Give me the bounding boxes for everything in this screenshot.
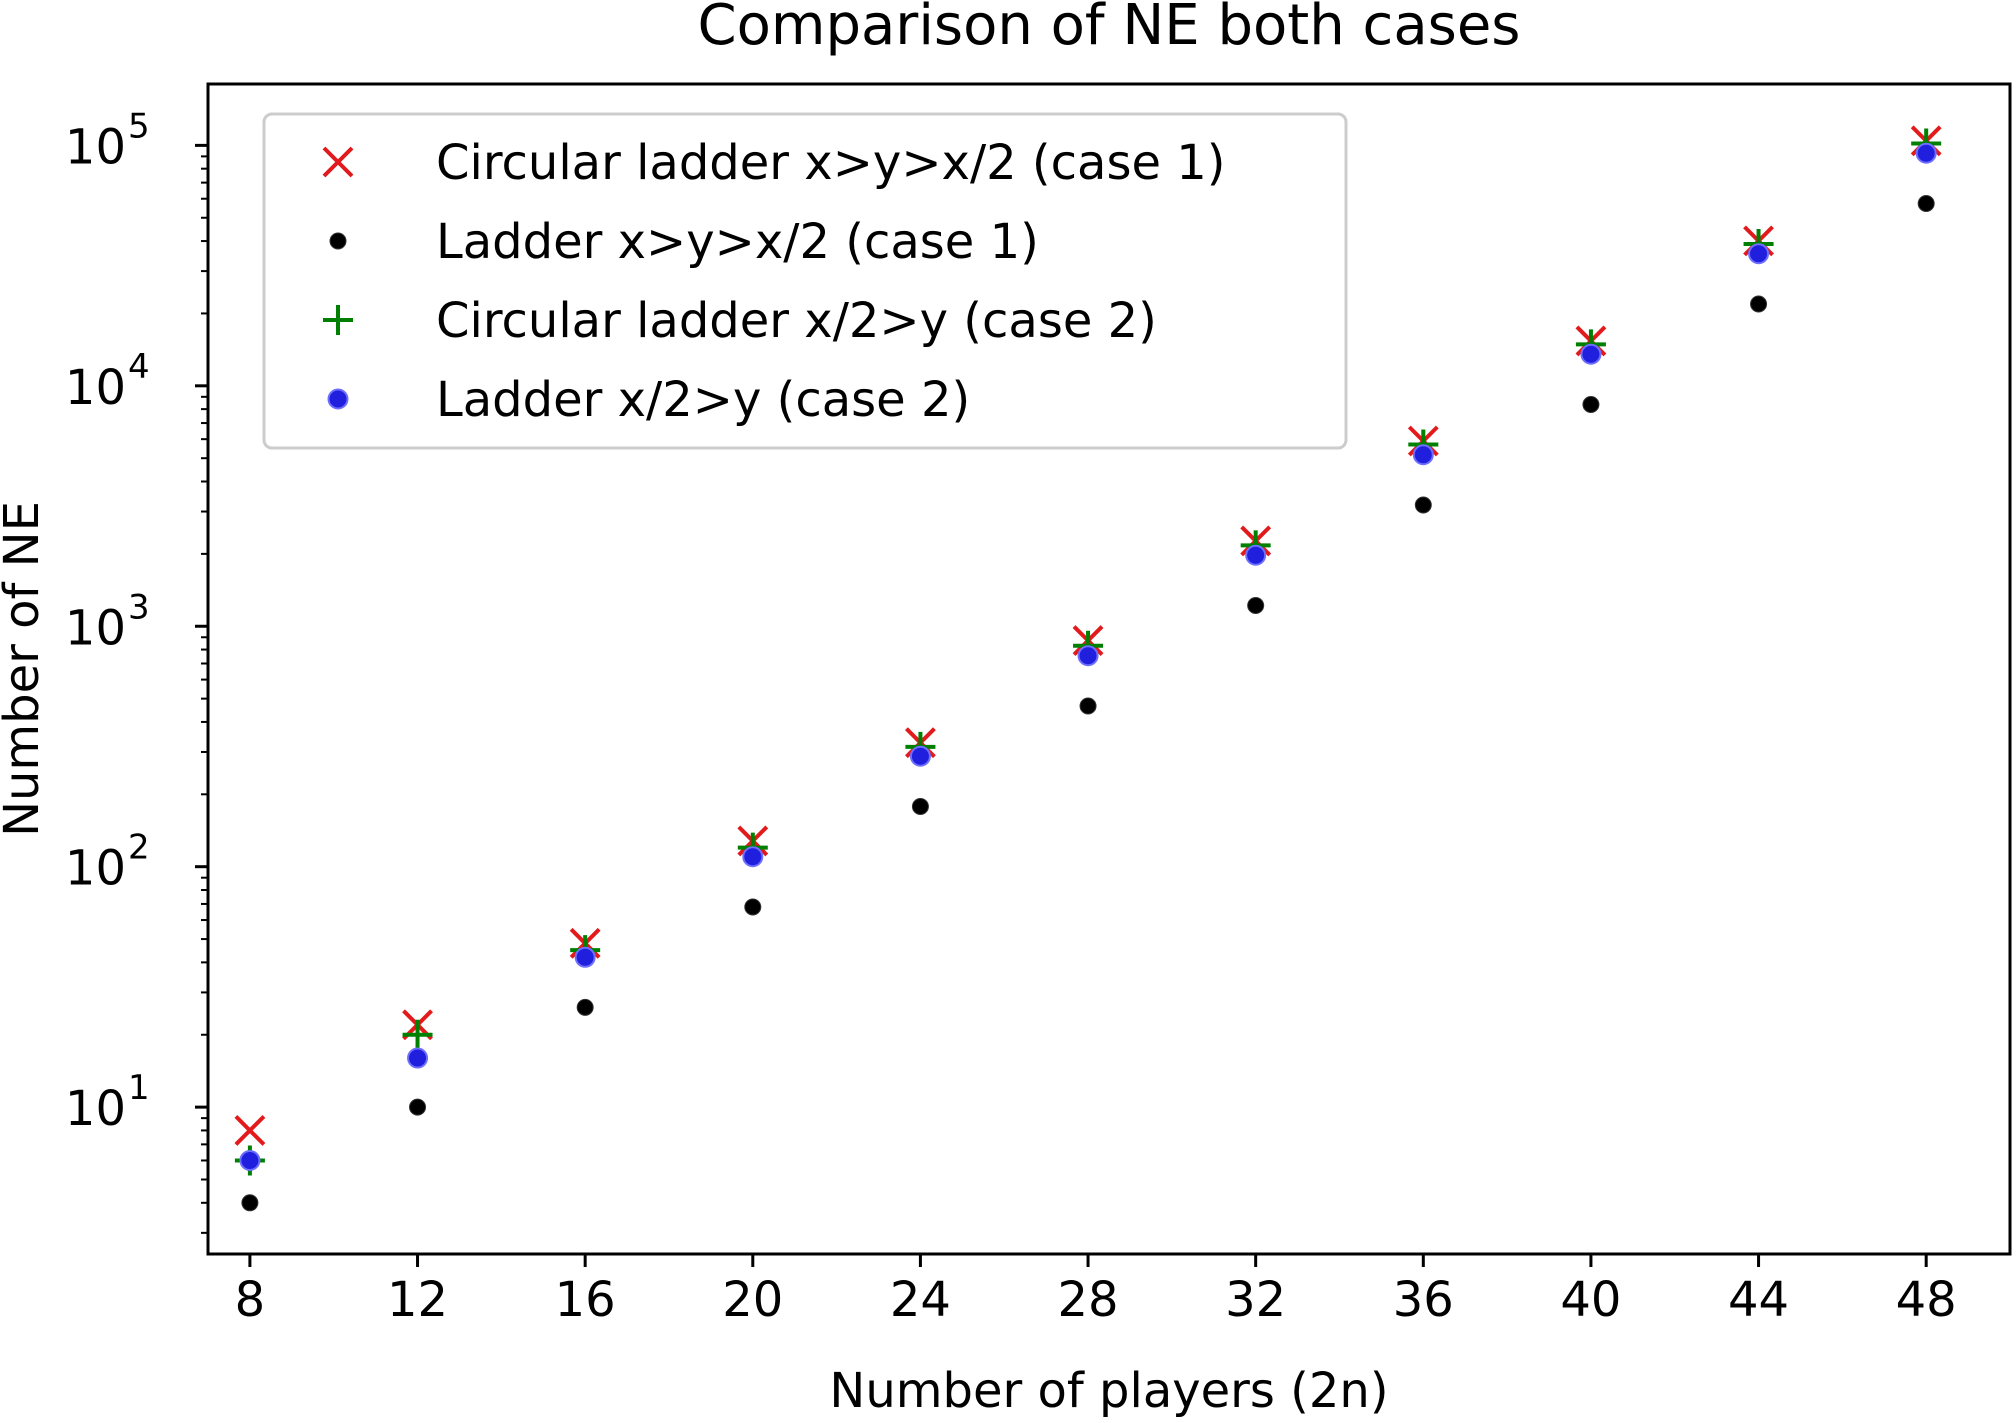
legend: Circular ladder x>y>x/2 (case 1) Ladder x… [262,112,1348,450]
legend-label: Circular ladder x/2>y (case 2) [436,293,1157,349]
data-point [574,946,596,968]
y-tick-exponent: 1 [128,1068,150,1108]
data-point [239,1149,261,1171]
y-tick-exponent: 4 [128,347,150,387]
y-tick-exponent: 3 [128,587,150,627]
x-tick-label: 40 [1560,1272,1621,1328]
data-point [1750,295,1768,313]
legend-label: Ladder x/2>y (case 2) [436,372,970,428]
data-point [742,846,764,868]
x-axis-label: Number of players (2n) [829,1363,1388,1418]
data-point [402,1019,433,1050]
data-point [241,1194,259,1212]
legend-label: Ladder x>y>x/2 (case 1) [436,214,1039,270]
data-point [1414,496,1432,514]
data-point [1748,243,1770,265]
y-tick-exponent: 2 [128,828,150,868]
data-point [1580,343,1602,365]
legend-box [262,112,1348,450]
y-tick-label: 10 [65,1081,126,1137]
x-tick-label: 20 [722,1272,783,1328]
data-point [1077,645,1099,667]
legend-label: Circular ladder x>y>x/2 (case 1) [436,135,1226,191]
legend-marker [327,388,349,410]
data-point [576,998,594,1016]
data-point [409,1098,427,1116]
x-tick-label: 8 [235,1272,266,1328]
y-tick-exponent: 5 [128,106,150,146]
x-tick-label: 12 [387,1272,448,1328]
data-point [1917,195,1935,213]
legend-marker [322,146,354,178]
x-tick-label: 48 [1896,1272,1957,1328]
y-tick-label: 10 [65,119,126,175]
data-point [1412,444,1434,466]
y-tick-label: 10 [65,360,126,416]
legend-marker [329,232,347,250]
data-point [1079,697,1097,715]
x-tick-label: 16 [555,1272,616,1328]
x-tick-label: 44 [1728,1272,1789,1328]
data-point [909,745,931,767]
data-point [744,898,762,916]
x-tick-label: 28 [1058,1272,1119,1328]
data-point [1245,544,1267,566]
y-tick-label: 10 [65,841,126,897]
data-point [1582,395,1600,413]
x-tick-label: 32 [1225,1272,1286,1328]
data-point [407,1047,429,1069]
chart-title: Comparison of NE both cases [698,0,1521,58]
x-tick-label: 36 [1393,1272,1454,1328]
plot-area [206,82,2012,1256]
data-point [234,1115,266,1146]
y-axis-label: Number of NE [0,501,50,837]
data-markers [234,125,1942,1212]
x-axis: 8 12 16 20 24 28 32 36 40 44 48 [235,1254,1957,1328]
legend-marker [323,305,353,335]
y-tick-label: 10 [65,600,126,656]
data-point [1247,596,1265,614]
x-tick-label: 24 [890,1272,951,1328]
data-point [1915,142,1937,164]
data-point [911,797,929,815]
